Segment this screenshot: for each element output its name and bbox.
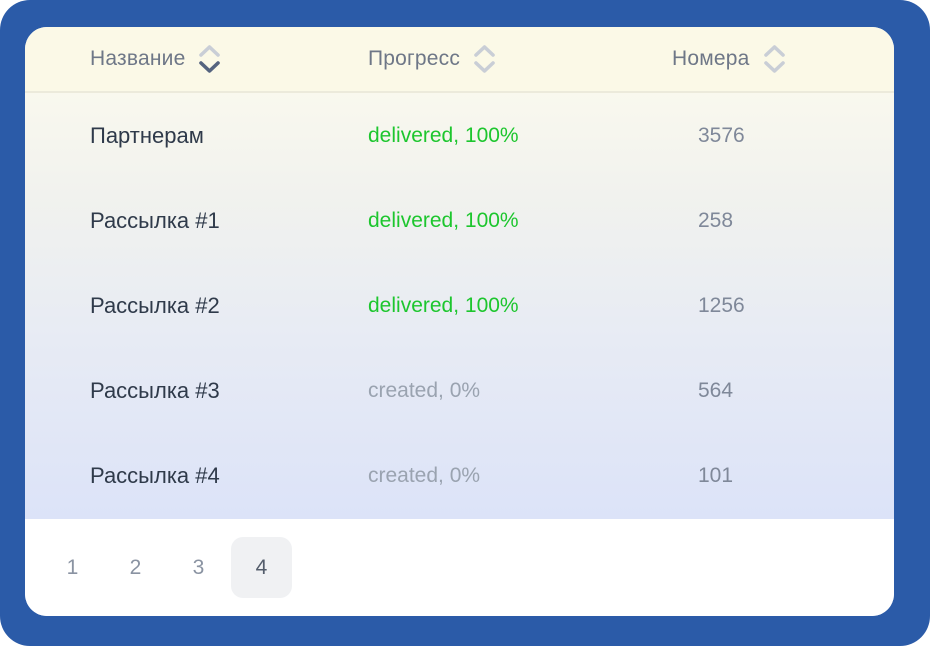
page-button-4[interactable]: 4 (231, 537, 292, 598)
sort-icon (198, 44, 221, 74)
page-button-1[interactable]: 1 (66, 555, 79, 579)
table-row[interactable]: Рассылка #3 created, 0% 564 (25, 349, 894, 434)
mailings-table-card: Название Прогресс Номера Партнерам delivere… (25, 27, 894, 616)
sort-icon (473, 44, 496, 74)
table-row[interactable]: Рассылка #2 delivered, 100% 1256 (25, 263, 894, 348)
cell-numbers: 258 (698, 208, 734, 232)
table-row[interactable]: Рассылка #1 delivered, 100% 258 (25, 178, 894, 263)
cell-name: Рассылка #2 (90, 293, 220, 318)
cell-progress: delivered, 100% (368, 294, 519, 317)
table-row[interactable]: Рассылка #4 created, 0% 101 (25, 434, 894, 519)
column-header-name[interactable]: Название (90, 44, 368, 74)
cell-progress: delivered, 100% (368, 123, 519, 147)
table-body: Партнерам delivered, 100% 3576 Рассылка #1 d… (25, 93, 894, 519)
table-row[interactable]: Партнерам delivered, 100% 3576 (25, 93, 894, 178)
table-header-row: Название Прогресс Номера (25, 27, 894, 93)
cell-name: Рассылка #4 (90, 463, 220, 489)
column-header-numbers[interactable]: Номера (672, 44, 894, 74)
cell-progress: delivered, 100% (368, 208, 519, 232)
cell-numbers: 3576 (698, 123, 745, 147)
cell-numbers: 564 (698, 379, 734, 403)
cell-name: Партнерам (90, 122, 204, 148)
cell-name: Рассылка #3 (90, 378, 220, 404)
page-button-3[interactable]: 3 (192, 555, 205, 579)
column-header-label: Номера (672, 47, 750, 70)
cell-numbers: 1256 (698, 294, 745, 317)
pagination: 1 2 3 4 (25, 519, 894, 616)
cell-progress: created, 0% (368, 379, 481, 403)
sort-icon (763, 44, 786, 74)
cell-numbers: 101 (698, 464, 734, 488)
column-header-progress[interactable]: Прогресс (368, 44, 672, 74)
page-button-2[interactable]: 2 (129, 555, 142, 579)
cell-name: Рассылка #1 (90, 207, 220, 233)
column-header-label: Название (90, 47, 186, 70)
cell-progress: created, 0% (368, 464, 481, 488)
column-header-label: Прогресс (368, 47, 461, 70)
